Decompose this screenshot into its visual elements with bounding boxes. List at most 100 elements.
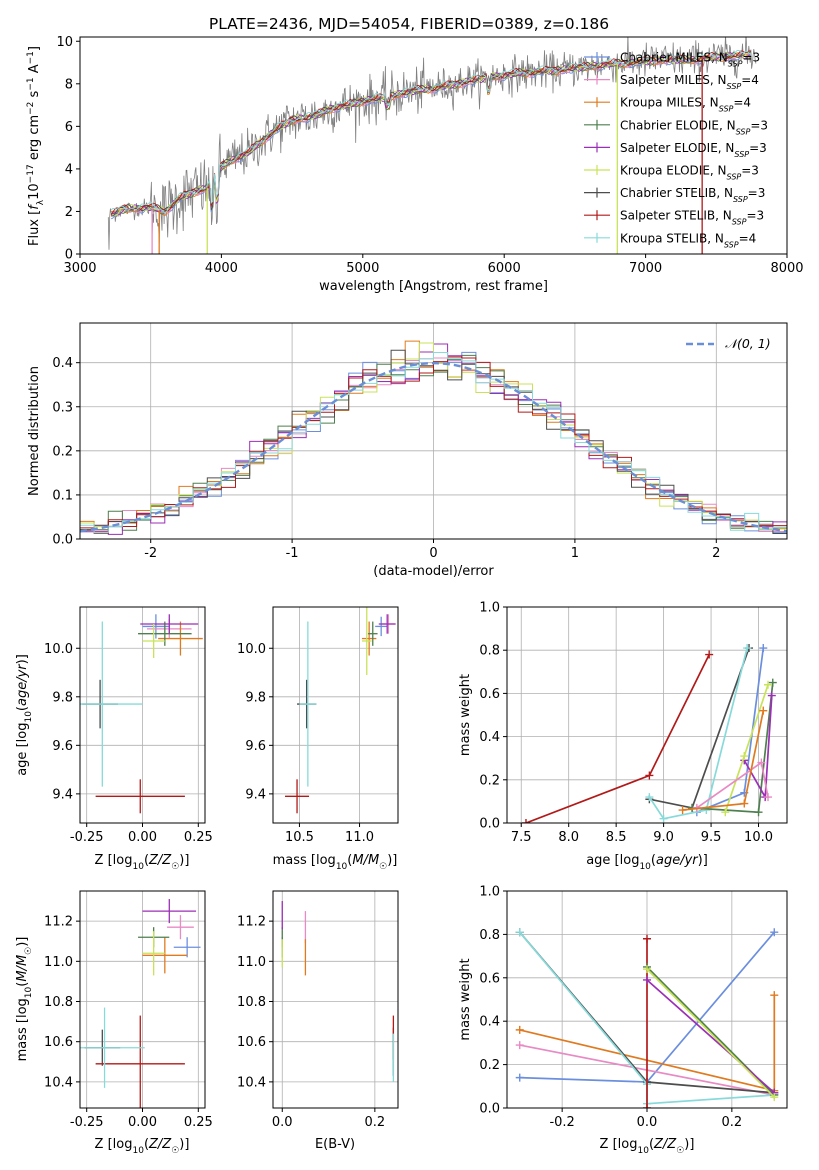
y-tick-label: 0.3 <box>52 400 73 415</box>
spectrum-panel: 3000 4000 5000 6000 7000 8000 0 2 4 6 8 10 PLATE=243… <box>26 15 804 294</box>
kroupa-stelib-series <box>645 644 752 823</box>
age-vs-mass-panel-plot <box>285 607 396 814</box>
x-tick-label: 3000 <box>63 261 96 276</box>
mass-vs-metallicity-panel-plot <box>80 899 201 1108</box>
salpeter-stelib-point <box>285 779 310 814</box>
x-tick-label: -0.25 <box>70 1115 104 1130</box>
chabrier-elodie-series <box>688 678 777 817</box>
chabrier-stelib-series <box>645 644 754 812</box>
x-tick-label: -2 <box>144 546 157 561</box>
legend-label-salpeter-elodie: Salpeter ELODIE, NSSP=3 <box>620 141 767 159</box>
y-tick-label: 0.0 <box>479 1102 500 1117</box>
kroupa-elodie-marker <box>643 965 651 974</box>
y-tick-label: 0.1 <box>52 488 73 503</box>
y-tick-label: 0.0 <box>52 533 73 548</box>
x-axis-label: E(B-V) <box>315 1137 355 1152</box>
legend-label-chabrier-miles: Chabrier MILES, NSSP=3 <box>620 51 760 69</box>
y-tick-label: 0.4 <box>479 730 500 745</box>
chabrier-elodie-point <box>367 621 378 646</box>
mass-vs-metallicity-panel-frame <box>79 890 206 1109</box>
spectrum-panel-frame <box>79 36 788 255</box>
y-axis-label: Normed distribution <box>27 366 42 496</box>
salpeter-elodie-line <box>646 979 775 1094</box>
salpeter-miles-marker <box>515 1041 524 1050</box>
chabrier-miles-marker <box>759 644 768 653</box>
x-tick-label: 9.0 <box>653 830 674 845</box>
salpeter-stelib-series <box>521 650 714 823</box>
mass-vs-ebv-panel-grid <box>273 891 398 1108</box>
y-tick-label: 0.0 <box>479 817 500 832</box>
y-tick-label: 11.2 <box>44 915 73 930</box>
histogram-panel: -2 -1 0 1 2 0.0 0.1 0.2 0.3 0.4 (data-model)/error… <box>27 322 788 579</box>
legend-label-chabrier-elodie: Chabrier ELODIE, NSSP=3 <box>620 118 768 136</box>
chabrier-elodie-marker <box>754 808 763 817</box>
y-tick-label: 10.0 <box>44 642 73 657</box>
kroupa-miles-marker <box>759 706 768 715</box>
y-tick-label: 11.0 <box>237 955 266 970</box>
x-tick-label: 0.00 <box>128 830 157 845</box>
x-tick-label: 0.25 <box>184 830 213 845</box>
kroupa-stelib-point <box>80 621 143 787</box>
kroupa-stelib-marker <box>659 814 668 823</box>
kroupa-stelib-line <box>648 647 748 820</box>
y-tick-label: 9.8 <box>245 690 266 705</box>
x-tick-label: 4000 <box>205 261 238 276</box>
kroupa-miles-point <box>142 937 188 974</box>
x-axis-label: Z [log10(Z/Z☉)] <box>600 1137 695 1156</box>
y-tick-label: 4 <box>65 162 73 177</box>
x-tick-label: 9.5 <box>701 830 722 845</box>
y-tick-label: 10.4 <box>237 1075 266 1090</box>
salpeter-miles-marker <box>757 758 766 767</box>
spectrum-panel-plot <box>107 37 757 254</box>
y-tick-label: 10.8 <box>44 995 73 1010</box>
y-tick-label: 9.4 <box>245 787 266 802</box>
mass-vs-ebv-panel-plot <box>281 901 395 1082</box>
mass-weight-vs-age-panel: 7.5 8.0 8.5 9.0 9.5 10.0 0.0 0.2 0.4 0.6 0.8 1.0 age… <box>458 601 788 872</box>
y-tick-label: 9.4 <box>52 787 73 802</box>
age-vs-mass-panel-frame <box>272 606 399 824</box>
y-tick-label: 10.8 <box>237 995 266 1010</box>
y-tick-label: 1.0 <box>479 885 500 900</box>
chabrier-elodie-marker <box>768 678 777 687</box>
kroupa-miles-point <box>158 621 203 656</box>
y-tick-label: 11.0 <box>44 955 73 970</box>
kroupa-elodie-marker <box>770 1093 779 1102</box>
x-tick-label: -1 <box>286 546 299 561</box>
kroupa-elodie-marker <box>740 752 749 761</box>
chabrier-miles-marker <box>770 928 779 937</box>
salpeter-stelib-marker <box>643 934 651 943</box>
x-tick-label: 0.00 <box>128 1115 157 1130</box>
chabrier-miles-point <box>375 616 388 637</box>
salpeter-miles-point <box>167 915 194 940</box>
y-tick-label: 10.4 <box>44 1075 73 1090</box>
y-axis-label: age [log10(age/yr)] <box>15 654 34 776</box>
salpeter-stelib-line <box>525 654 710 823</box>
salpeter-miles-marker <box>764 793 773 802</box>
spectrum-legend: Chabrier MILES, NSSP=3 Salpeter MILES, NS… <box>584 51 768 249</box>
kroupa-stelib-marker <box>515 928 524 937</box>
mass-weight-vs-age-panel-plot <box>521 644 777 823</box>
y-tick-label: 0.4 <box>479 1015 500 1030</box>
kroupa-stelib-histogram <box>80 352 787 533</box>
chart-title: PLATE=2436, MJD=54054, FIBERID=0389, z=0… <box>209 15 609 33</box>
y-axis-label: mass [log10(M/M☉)] <box>15 937 34 1062</box>
y-tick-label: 0.8 <box>479 928 500 943</box>
kroupa-miles-marker <box>678 806 687 815</box>
x-tick-label: 11.0 <box>345 830 374 845</box>
y-axis-label: mass weight <box>458 958 473 1040</box>
kroupa-miles-marker <box>515 1025 524 1034</box>
kroupa-stelib-spectrum-line <box>110 49 752 214</box>
salpeter-elodie-marker <box>767 691 776 700</box>
mass-vs-ebv-panel-frame <box>272 890 399 1109</box>
x-tick-label: 0.2 <box>365 1115 386 1130</box>
kroupa-elodie-marker <box>721 808 730 817</box>
legend-label-normal: 𝒩(0, 1) <box>725 336 771 351</box>
kroupa-stelib-point <box>299 621 317 787</box>
x-tick-label: -0.2 <box>549 1115 574 1130</box>
kroupa-elodie-series <box>643 965 779 1102</box>
x-tick-label: -0.25 <box>70 830 104 845</box>
y-tick-label: 9.6 <box>52 739 73 754</box>
salpeter-elodie-series <box>643 975 779 1097</box>
salpeter-elodie-point <box>140 614 199 634</box>
x-axis-label: age [log10(age/yr)] <box>586 853 708 872</box>
